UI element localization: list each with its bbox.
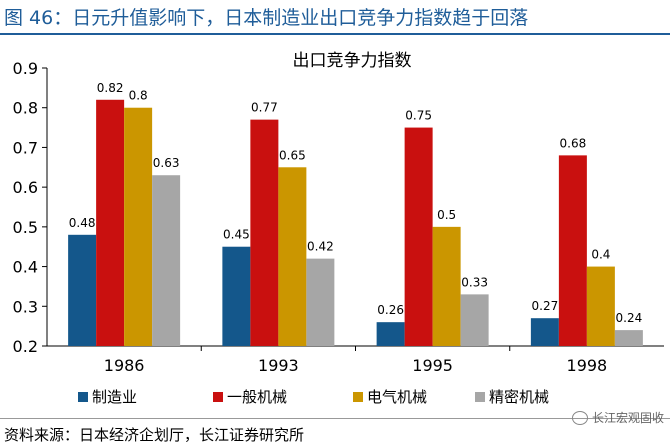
- y-tick-label: 0.4: [13, 258, 38, 277]
- wechat-icon: [571, 410, 588, 425]
- figure-title: 图 46：日元升值影响下，日本制造业出口竞争力指数趋于回落: [4, 7, 529, 29]
- legend-item: 制造业: [78, 386, 213, 407]
- bar-1993-series-3: [278, 167, 307, 346]
- legend-label: 精密机械: [489, 388, 550, 406]
- y-tick-label: 0.2: [13, 337, 38, 356]
- data-label: 0.63: [153, 156, 180, 170]
- watermark: 长江宏观固收: [571, 409, 664, 426]
- data-label: 0.77: [251, 101, 278, 115]
- legend-item: 一般机械: [213, 386, 353, 407]
- bar-1995-series-4: [460, 294, 489, 346]
- bar-1998-series-3: [586, 266, 615, 346]
- data-label: 0.8: [129, 89, 148, 103]
- y-tick-label: 0.7: [13, 138, 38, 157]
- chart-title: 出口竞争力指数: [293, 51, 412, 71]
- data-label: 0.33: [461, 275, 488, 289]
- y-tick-label: 0.5: [13, 218, 38, 237]
- data-label: 0.5: [437, 208, 456, 222]
- title-divider: [0, 33, 670, 35]
- data-label: 0.4: [591, 248, 610, 262]
- bar-1998-series-4: [614, 330, 643, 346]
- legend-label: 电气机械: [367, 388, 428, 406]
- legend-label: 制造业: [92, 388, 138, 406]
- bar-1993-series-1: [222, 246, 251, 346]
- source-note: 资料来源：日本经济企划厅，长江证券研究所: [4, 426, 305, 444]
- legend-item: 电气机械: [353, 386, 475, 407]
- y-tick-label: 0.3: [13, 297, 38, 316]
- bar-1995-series-1: [376, 322, 405, 346]
- x-tick-label: 1998: [567, 356, 608, 375]
- legend-swatch: [353, 391, 363, 402]
- bar-1986-series-1: [68, 234, 97, 346]
- x-tick-label: 1993: [258, 356, 299, 375]
- legend: 制造业 一般机械 电气机械 精密机械: [78, 386, 620, 407]
- data-label: 0.65: [279, 148, 306, 162]
- bar-1986-series-4: [152, 175, 181, 346]
- legend-label: 一般机械: [227, 388, 288, 406]
- y-tick-label: 0.9: [13, 59, 38, 78]
- data-label: 0.68: [560, 136, 587, 150]
- data-label: 0.42: [307, 240, 334, 254]
- source-divider: [0, 418, 670, 419]
- bar-chart: 出口竞争力指数 0.2 0.3 0.4 0.5 0.6 0.7 0.8 0.9 1986 1993…: [13, 51, 664, 375]
- bar-1995-series-3: [432, 226, 461, 346]
- bar-1986-series-3: [124, 107, 153, 346]
- y-tick-label: 0.8: [13, 99, 38, 118]
- data-label: 0.45: [223, 228, 250, 242]
- x-tick-label: 1995: [412, 356, 453, 375]
- bar-1993-series-4: [306, 258, 335, 346]
- watermark-text: 长江宏观固收: [591, 411, 664, 425]
- legend-swatch: [78, 391, 88, 402]
- data-label: 0.26: [377, 303, 404, 317]
- data-label: 0.82: [97, 81, 124, 95]
- bar-1998-series-1: [530, 318, 559, 346]
- legend-item: 精密机械: [475, 386, 620, 407]
- legend-swatch: [475, 391, 485, 402]
- bar-1995-series-2: [404, 127, 433, 346]
- bar-1998-series-2: [558, 155, 587, 346]
- x-tick-label: 1986: [104, 356, 145, 375]
- data-label: 0.48: [69, 216, 96, 230]
- data-label: 0.27: [532, 299, 559, 313]
- bar-1993-series-2: [250, 119, 279, 346]
- data-label: 0.75: [405, 109, 432, 123]
- legend-swatch: [213, 391, 223, 402]
- bar-1986-series-2: [96, 99, 125, 347]
- y-tick-label: 0.6: [13, 178, 38, 197]
- data-label: 0.24: [616, 311, 643, 325]
